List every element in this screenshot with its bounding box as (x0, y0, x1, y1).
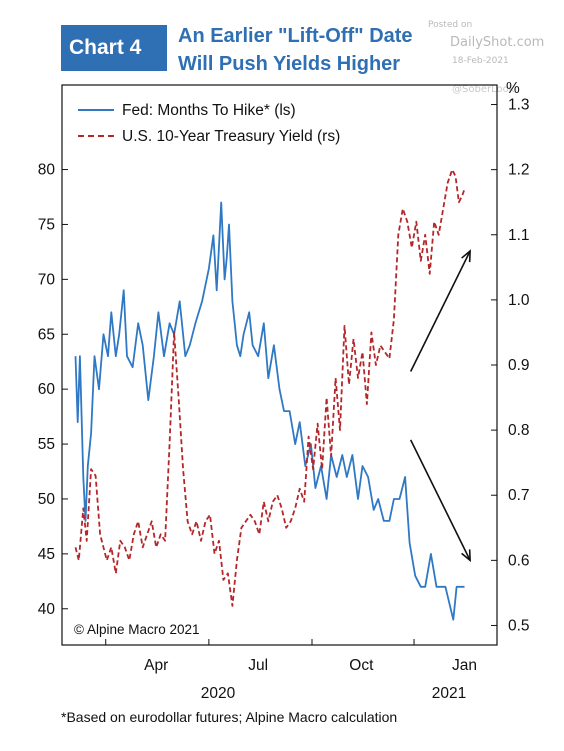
left-tick-label: 60 (38, 381, 56, 398)
left-tick-label: 70 (38, 271, 56, 288)
right-tick-label: 0.6 (508, 552, 530, 569)
annotation-arrows (409, 249, 471, 563)
arrow-shaft (409, 439, 471, 561)
title-line-2: Will Push Yields Higher (178, 53, 401, 75)
chart-title: An Earlier "Lift-Off" Date Will Push Yie… (178, 22, 413, 78)
right-tick-label: 1.2 (508, 162, 530, 179)
right-tick-label: 0.5 (508, 617, 530, 634)
left-tick-label: 40 (38, 601, 56, 618)
arrow-head-down (461, 549, 471, 563)
credit-label: © Alpine Macro 2021 (74, 622, 200, 637)
legend: Fed: Months To Hike* (ls) U.S. 10-Year T… (78, 102, 340, 145)
series-line-10y-treasury-yield (74, 168, 466, 607)
left-tick-label: 55 (38, 436, 55, 453)
legend-label-ust: U.S. 10-Year Treasury Yield (rs) (122, 128, 340, 145)
arrow-shaft (409, 250, 471, 372)
right-tick-label: 0.9 (508, 357, 530, 374)
watermark-handle: @SoberLook (452, 84, 515, 95)
footnote: *Based on eurodollar futures; Alpine Mac… (61, 709, 398, 725)
left-tick-label: 80 (38, 162, 56, 179)
right-axis-unit: % (506, 80, 520, 97)
watermark-posted-on: Posted on (428, 20, 473, 30)
right-tick-label: 0.8 (508, 422, 530, 439)
watermark-date: 18-Feb-2021 (452, 56, 509, 66)
right-axis: 0.5 0.6 0.7 0.8 0.9 1.0 1.1 1.2 1.3 (491, 97, 530, 634)
arrow-head-up (461, 249, 471, 263)
year-label-2020: 2020 (201, 685, 236, 702)
left-tick-label: 50 (38, 491, 56, 508)
right-tick-label: 1.0 (508, 292, 530, 309)
series-line-fed-months-to-hike (74, 201, 465, 621)
left-tick-label: 65 (38, 326, 55, 343)
left-tick-label: 45 (38, 546, 55, 563)
left-axis: 40 45 50 55 60 65 70 75 80 (38, 162, 68, 618)
x-tick-label: Oct (349, 657, 374, 674)
chart-number-badge: Chart 4 (61, 25, 167, 71)
legend-label-fed: Fed: Months To Hike* (ls) (122, 102, 296, 119)
x-tick-label: Jul (248, 657, 268, 674)
right-tick-label: 1.3 (508, 97, 530, 114)
x-axis: Apr Jul Oct Jan (105, 639, 477, 674)
x-tick-label: Jan (452, 657, 477, 674)
left-tick-label: 75 (38, 216, 55, 233)
watermark-site: DailyShot.com (450, 35, 545, 50)
right-tick-label: 0.7 (508, 487, 530, 504)
title-line-1: An Earlier "Lift-Off" Date (178, 25, 413, 47)
right-tick-label: 1.1 (508, 227, 530, 244)
year-label-2021: 2021 (432, 685, 466, 702)
series-layer (74, 168, 466, 621)
x-tick-label: Apr (144, 657, 168, 674)
